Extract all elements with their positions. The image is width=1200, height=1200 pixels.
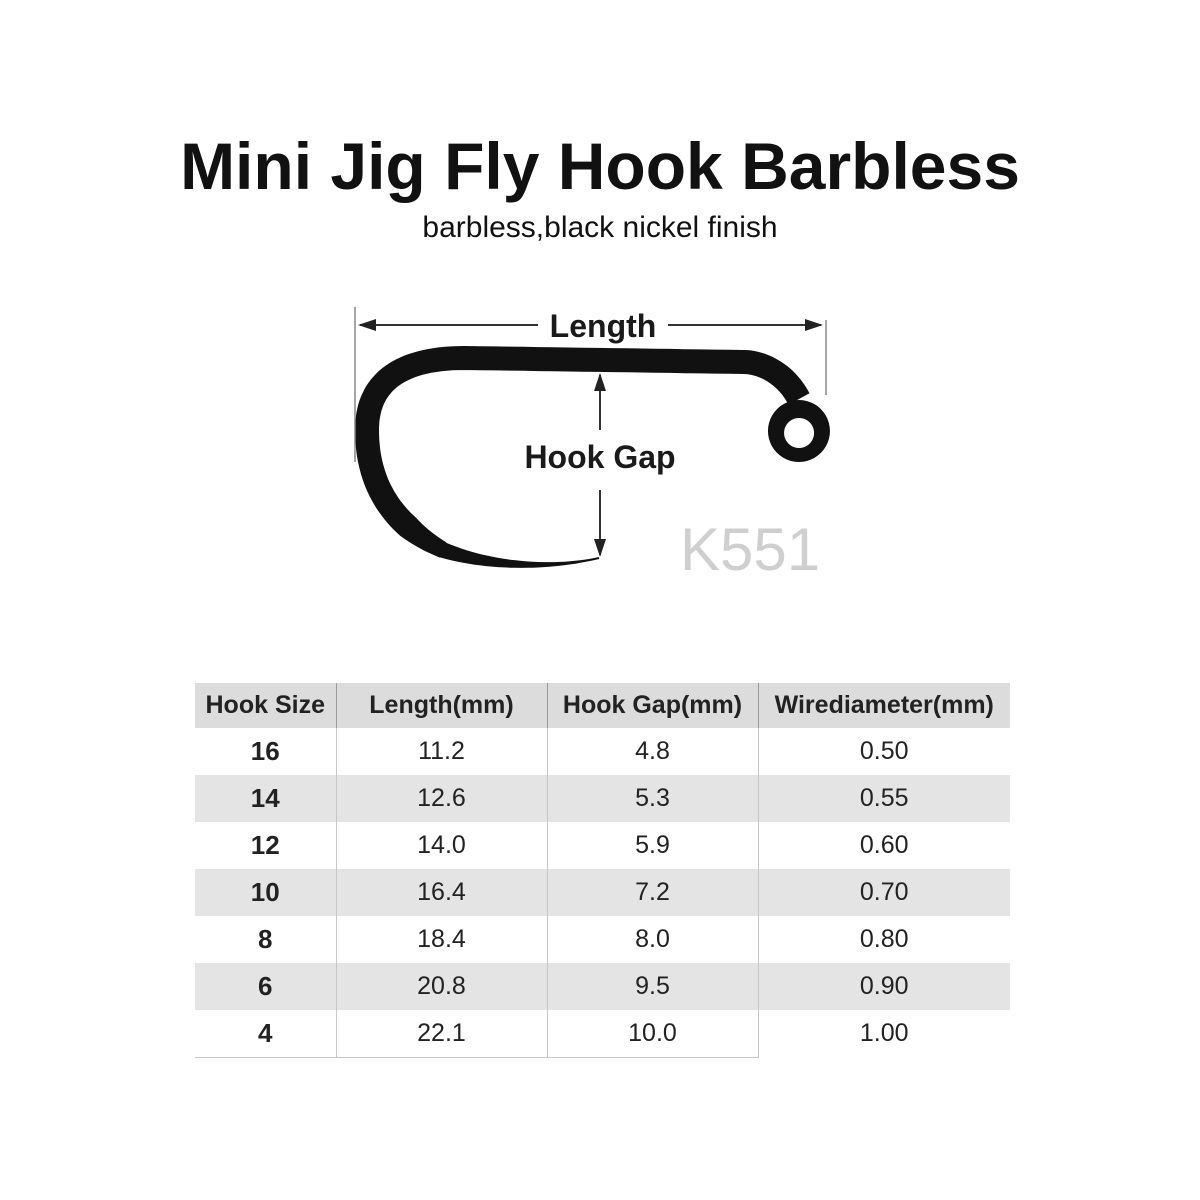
svg-text:Hook Gap: Hook Gap — [524, 439, 675, 475]
svg-text:K551: K551 — [680, 516, 820, 583]
svg-text:Length: Length — [550, 308, 657, 344]
